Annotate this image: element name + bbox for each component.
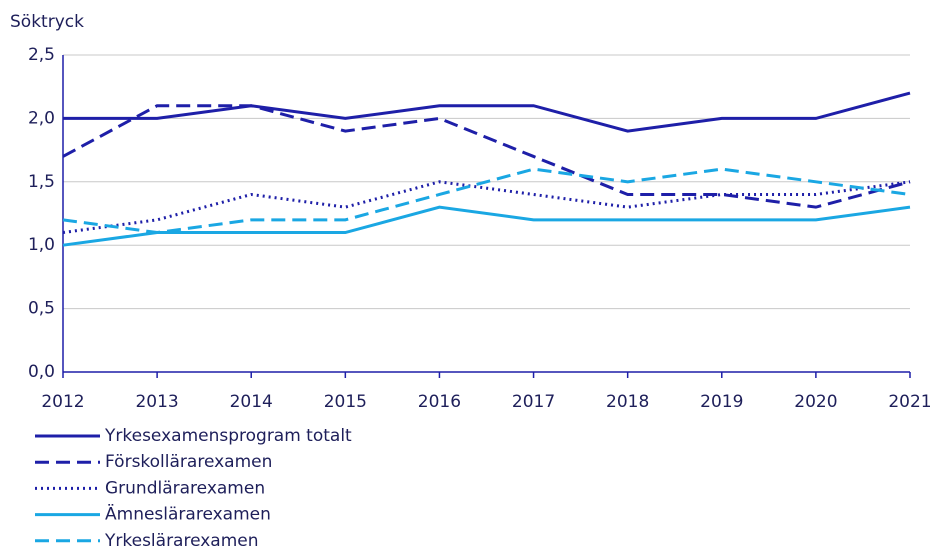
x-tick-label: 2015: [324, 392, 367, 412]
x-tick-label: 2016: [418, 392, 461, 412]
x-tick-label: 2021: [888, 392, 931, 412]
x-tick-label: 2017: [512, 392, 555, 412]
x-tick-label: 2014: [230, 392, 273, 412]
y-tick-label: 0,5: [28, 299, 55, 319]
y-tick-label: 0,0: [28, 362, 55, 382]
series-line: [62, 167, 911, 235]
x-tick-label: 2018: [606, 392, 649, 412]
legend-label: Yrkesexamensprogram totalt: [104, 426, 352, 446]
x-tick-label: 2012: [41, 392, 84, 412]
legend-label: Förskollärarexamen: [105, 452, 272, 472]
legend-label: Grundlärarexamen: [105, 478, 265, 498]
y-axis-label: Söktryck: [10, 12, 84, 32]
y-tick-label: 2,5: [28, 45, 55, 65]
series-line: [63, 91, 911, 133]
series-line: [62, 180, 911, 235]
series-line: [62, 205, 911, 247]
series-line: [62, 104, 911, 209]
legend-label: Yrkeslärarexamen: [104, 531, 259, 547]
y-tick-label: 2,0: [28, 108, 55, 128]
x-tick-label: 2020: [794, 392, 837, 412]
x-tick-label: 2019: [700, 392, 743, 412]
y-tick-label: 1,0: [28, 235, 55, 255]
x-tick-label: 2013: [135, 392, 178, 412]
y-tick-label: 1,5: [28, 172, 55, 192]
legend-label: Ämneslärarexamen: [105, 504, 271, 525]
